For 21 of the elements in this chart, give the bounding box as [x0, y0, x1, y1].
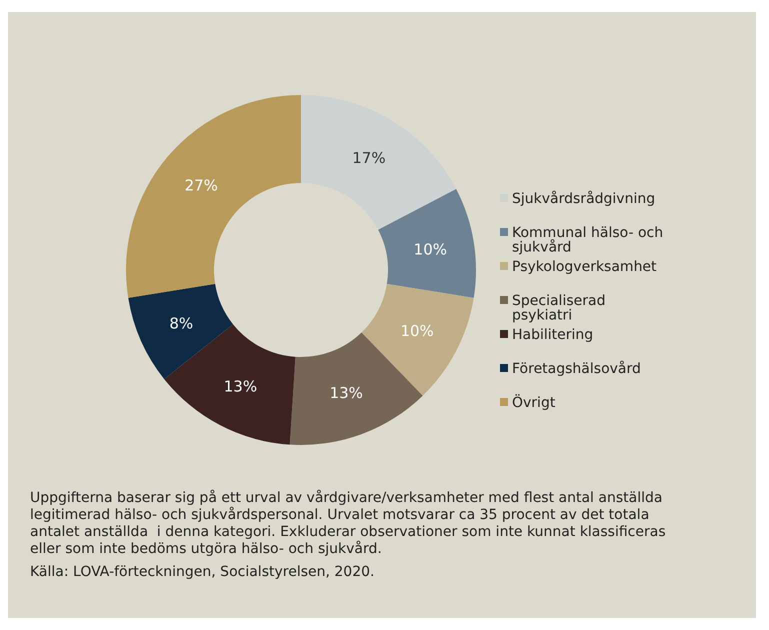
data-label: 8%	[169, 314, 194, 332]
text: Källa: LOVA-förteckningen, Socialstyrelsen, 2020.	[30, 564, 376, 581]
legend-label: Psykologverksamhet	[512, 258, 658, 275]
legend-label: Specialiserad psykiatri	[512, 292, 606, 324]
legend-label: Övrigt	[512, 394, 556, 411]
data-label: 10%	[414, 240, 447, 258]
donut-slice	[362, 284, 474, 396]
data-label: 13%	[224, 377, 258, 396]
donut-slice	[301, 95, 456, 230]
legend-label: Sjukvårdsrådgivning	[512, 190, 656, 207]
legend-label: Habilitering	[512, 326, 594, 343]
data-label: 10%	[400, 322, 434, 340]
donut-slice	[126, 95, 301, 298]
data-label: 17%	[352, 149, 386, 168]
data-label: 13%	[330, 384, 363, 402]
data-label: 27%	[184, 176, 218, 194]
donut-slice	[128, 284, 233, 380]
legend-label: Kommunal hälso- och sjukvård	[512, 224, 664, 256]
text: Uppgifterna baserar sig på ett urval av vårdgivare/verksamheter med flest antal anställda legitimerad hälso- och sjukvårdspersonal. Urvalet motsvarar ca 35 procent av det totala antalet anställda i denna kategori. Exkluderar observationer som inte kunnat klassificeras eller som inte bedöms utgöra hälso- och sjukvård.	[30, 490, 667, 558]
donut-slice	[378, 189, 476, 298]
legend-label: Företagshälsovård	[512, 360, 641, 377]
